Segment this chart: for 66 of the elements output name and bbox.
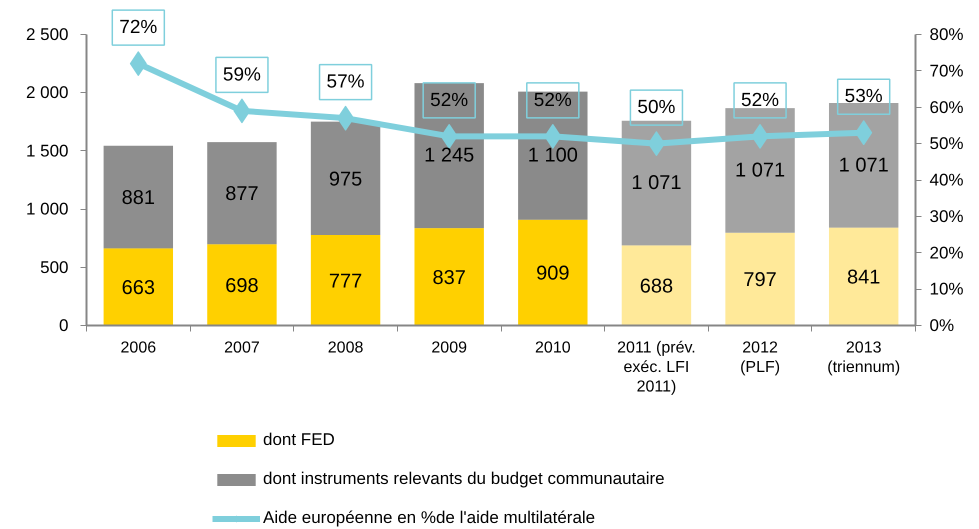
data-label: 1 071	[631, 172, 682, 194]
y-tick-label: 500	[40, 258, 69, 277]
x-tick-label: 2009	[431, 340, 468, 356]
data-label: 52%	[741, 90, 780, 111]
y-tick-label: 1 000	[26, 200, 69, 219]
data-label: 52%	[534, 90, 572, 111]
data-label: 57%	[326, 72, 365, 93]
y2-tick-label: 80%	[930, 25, 964, 44]
data-label: 663	[122, 276, 156, 299]
bar	[414, 83, 484, 228]
bar	[310, 235, 380, 326]
bar	[518, 220, 588, 326]
data-label: 1 100	[528, 144, 578, 167]
legend-label: dont FED	[263, 429, 335, 451]
x-tick-label: 2011 (prév. exéc. LFI 2011)	[617, 340, 696, 396]
data-label: 53%	[844, 86, 883, 108]
data-label: 837	[432, 266, 466, 289]
data-label: 877	[225, 183, 259, 206]
y2-tick-label: 40%	[930, 170, 964, 190]
bar	[828, 228, 898, 326]
y2-tick-label: 60%	[930, 98, 964, 117]
data-label: 797	[743, 269, 777, 292]
x-tick-label: 2012 (PLF)	[740, 340, 780, 376]
y2-tick-label: 20%	[930, 243, 964, 262]
bar	[310, 122, 380, 236]
x-tick-label: 2013 (triennum)	[827, 340, 900, 376]
data-label: 59%	[222, 64, 262, 86]
y2-tick-label: 50%	[930, 134, 964, 154]
y2-tick-label: 70%	[930, 61, 964, 80]
data-label: 52%	[430, 90, 468, 111]
data-label: 698	[225, 274, 259, 297]
bar	[725, 232, 795, 326]
data-label: 909	[536, 262, 570, 285]
data-label: 881	[122, 187, 156, 210]
bar	[414, 228, 484, 326]
bar	[622, 245, 692, 326]
bar	[104, 146, 174, 248]
data-label: 72%	[119, 17, 158, 38]
bar	[207, 142, 277, 244]
legend-label: dont instruments relevants du budget communautaire	[263, 468, 665, 490]
y-tick-label: 0	[59, 316, 69, 335]
x-tick-label: 2010	[535, 340, 571, 356]
y2-tick-label: 30%	[930, 206, 964, 226]
data-label: 1 245	[424, 144, 474, 167]
legend-label: Aide européenne en %de l'aide multilatérale	[263, 507, 596, 529]
bar	[828, 102, 898, 228]
y2-tick-label: 0%	[930, 316, 954, 335]
x-tick-label: 2008	[328, 340, 364, 356]
y-tick-label: 1 500	[26, 141, 69, 160]
data-label: 841	[847, 266, 880, 289]
data-label: 50%	[637, 97, 676, 118]
bar	[725, 108, 795, 233]
bar	[518, 92, 588, 220]
y-tick-label: 2 000	[26, 83, 69, 102]
bar	[104, 248, 174, 326]
y2-tick-label: 10%	[930, 280, 964, 299]
bar	[622, 120, 692, 246]
x-tick-label: 2007	[224, 340, 260, 356]
data-label: 777	[328, 270, 362, 292]
data-label: 1 071	[735, 159, 786, 182]
x-tick-label: 2006	[120, 340, 156, 356]
bar	[207, 244, 277, 326]
y-tick-label: 2 500	[26, 25, 69, 44]
data-label: 1 071	[838, 154, 889, 176]
data-label: 688	[640, 275, 674, 298]
data-label: 975	[328, 168, 362, 190]
